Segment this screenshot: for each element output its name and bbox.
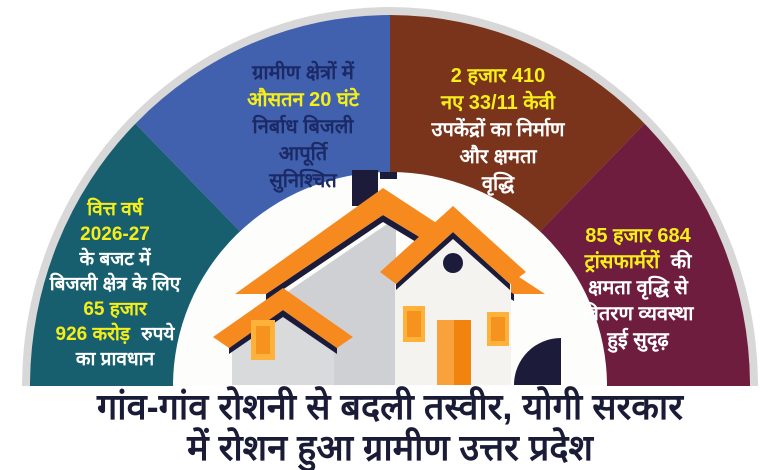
door-shade xyxy=(454,320,471,385)
bush-icon xyxy=(514,338,561,385)
round-window-icon xyxy=(443,253,463,273)
house-icon xyxy=(213,170,561,385)
window-b xyxy=(491,317,505,341)
main-roof xyxy=(235,188,545,294)
annex-window xyxy=(256,326,270,354)
headline: गांव-गांव रोशनी से बदली तस्वीर, योगी सरक… xyxy=(0,386,780,468)
headline-line-2: में रोशन हुआ ग्रामीण उत्तर प्रदेश xyxy=(187,427,593,468)
headline-line-1: गांव-गांव रोशनी से बदली तस्वीर, योगी सरक… xyxy=(97,386,683,427)
gable-roof xyxy=(380,206,526,284)
window-a xyxy=(407,311,421,337)
chimney-cap xyxy=(380,172,397,179)
annex-roof xyxy=(213,288,353,348)
